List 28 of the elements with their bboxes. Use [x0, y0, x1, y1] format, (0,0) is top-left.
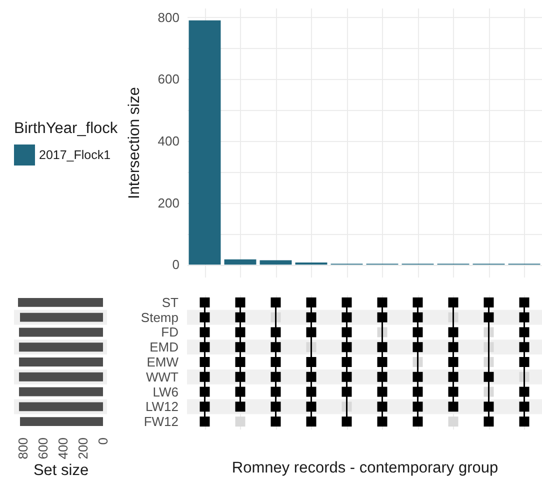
bar [260, 260, 292, 265]
x-tick-label: 0 [96, 438, 110, 445]
x-axis-title: Romney records - contemporary group [232, 460, 498, 476]
y-tick-label: WWT [146, 369, 179, 384]
y-tick-label: Stemp [140, 310, 178, 325]
x-tick-label: 800 [16, 438, 30, 460]
bar [224, 259, 256, 265]
y-tick-label: 200 [158, 195, 180, 210]
bar [295, 262, 328, 265]
legend-label: 2017_Flock1 [39, 148, 111, 162]
y-tick-label: LW12 [146, 399, 178, 414]
y-tick-label: EMW [146, 354, 180, 370]
x-axis-title: Set size [33, 462, 89, 480]
y-tick-label: FD [161, 324, 178, 340]
y-axis-title: Intersection size [126, 87, 143, 199]
x-tick-label: 200 [76, 438, 90, 460]
y-tick-label: LW6 [152, 384, 178, 400]
bar [188, 20, 221, 265]
y-tick-label: 800 [158, 10, 180, 25]
x-tick-label: 600 [36, 438, 50, 460]
x-tick-label: 400 [56, 438, 70, 460]
legend-title: BirthYear_flock [14, 120, 118, 137]
y-tick-label: EMD [150, 340, 178, 355]
y-tick-label: 600 [158, 72, 180, 87]
y-tick-label: 400 [158, 133, 180, 148]
y-tick-label: FW12 [144, 414, 178, 430]
y-tick-label: 0 [172, 257, 180, 272]
y-tick-label: ST [162, 294, 179, 310]
